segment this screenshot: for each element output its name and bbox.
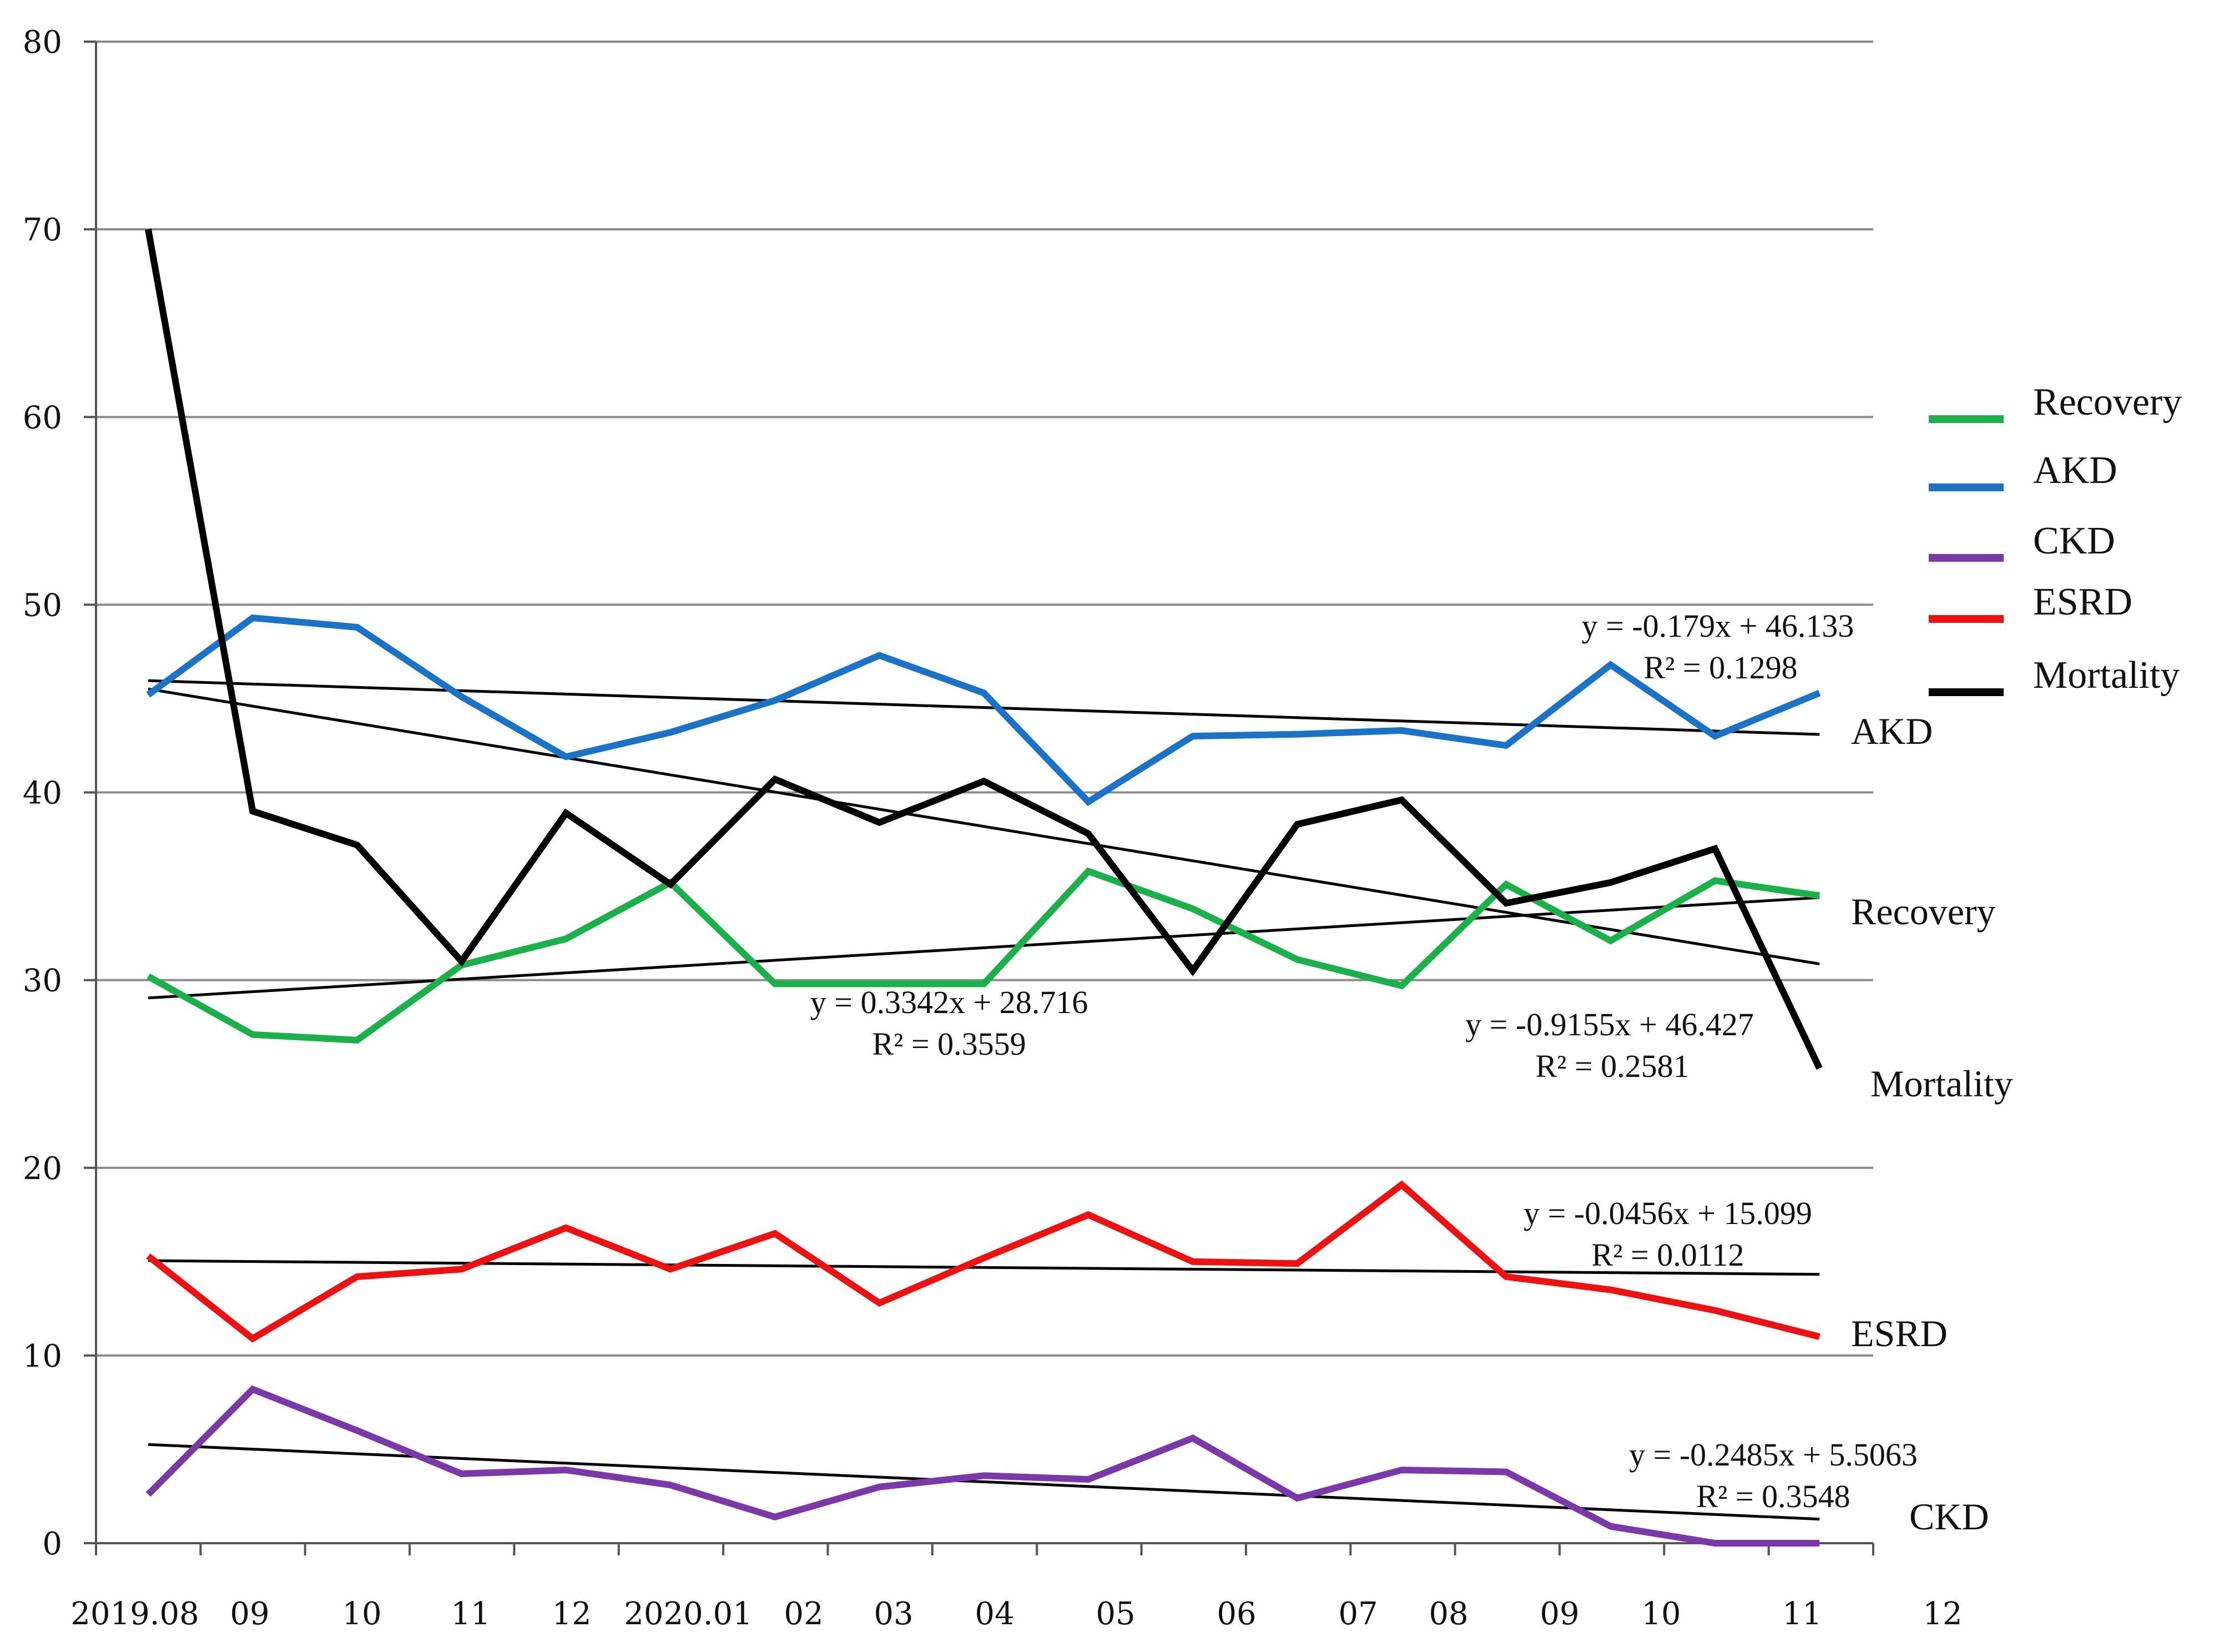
legend: Recovery AKD CKD ESRD Mortality [1929, 381, 2182, 697]
y-tick-label-0: 0 [42, 1526, 62, 1562]
x-axis-ticks: 2019.08 09 10 11 12 2020.01 02 03 04 05 06 07 08 09 10… [70, 1596, 1962, 1632]
axes [84, 41, 1874, 1555]
x-tick-label-15: 11 [1782, 1596, 1822, 1632]
legend-label-recovery: Recovery [2033, 381, 2182, 424]
y-tick-label-10: 10 [23, 1338, 62, 1374]
akd-trend-equation: y = -0.179x + 46.133 [1582, 608, 1854, 644]
x-tick-label-12: 08 [1429, 1596, 1468, 1632]
x-tick-label-6: 02 [784, 1596, 823, 1632]
trendlines [148, 679, 1820, 1521]
y-tick-label-30: 30 [23, 963, 62, 999]
ckd-trend-r2: R² = 0.3548 [1696, 1478, 1850, 1514]
recovery-trend-r2: R² = 0.3559 [872, 1026, 1026, 1062]
recovery-end-label: Recovery [1851, 890, 1996, 933]
y-tick-label-40: 40 [23, 775, 62, 812]
x-tick-label-4: 12 [552, 1596, 591, 1632]
y-axis-ticks: 0 10 20 30 40 50 60 70 80 [23, 24, 62, 1562]
y-tick-label-20: 20 [23, 1151, 62, 1187]
series-line-recovery [147, 867, 1820, 1044]
legend-label-esrd: ESRD [2033, 581, 2132, 623]
mortality-trend-equation: y = -0.9155x + 46.427 [1465, 1006, 1754, 1042]
y-tick-label-50: 50 [23, 587, 62, 623]
x-tick-label-9: 05 [1096, 1596, 1135, 1632]
trendline-akd [148, 679, 1820, 736]
mortality-trend-r2: R² = 0.2581 [1535, 1048, 1689, 1084]
x-tick-label-13: 09 [1540, 1596, 1579, 1632]
series-line-mortality [145, 229, 1823, 1070]
esrd-trend-r2: R² = 0.0112 [1591, 1237, 1744, 1273]
x-tick-label-11: 07 [1338, 1596, 1378, 1632]
legend-label-ckd: CKD [2033, 520, 2115, 562]
akd-trend-r2: R² = 0.1298 [1643, 649, 1797, 686]
legend-label-mortality: Mortality [2033, 654, 2180, 697]
gridlines [96, 41, 1873, 1357]
y-tick-label-70: 70 [23, 212, 62, 248]
x-tick-label-1: 09 [230, 1596, 269, 1632]
trendline-esrd [148, 1259, 1820, 1276]
y-tick-label-80: 80 [23, 24, 62, 61]
recovery-trend-equation: y = 0.3342x + 28.716 [810, 984, 1088, 1020]
trendline-recovery [148, 896, 1820, 1000]
y-tick-label-60: 60 [23, 400, 62, 436]
x-tick-label-5: 2020.01 [624, 1596, 753, 1632]
mortality-end-label: Mortality [1870, 1062, 2013, 1105]
x-tick-label-0: 2019.08 [70, 1596, 199, 1632]
x-tick-label-10: 06 [1217, 1596, 1256, 1632]
legend-label-akd: AKD [2033, 449, 2117, 492]
x-tick-label-2: 10 [342, 1596, 381, 1632]
ckd-trend-equation: y = -0.2485x + 5.5063 [1629, 1437, 1918, 1473]
ckd-end-label: CKD [1909, 1495, 1989, 1538]
annotations: y = -0.179x + 46.133 R² = 0.1298 y = 0.3… [810, 608, 2013, 1538]
x-tick-label-16: 12 [1923, 1596, 1962, 1632]
x-tick-label-14: 10 [1641, 1596, 1681, 1632]
x-tick-label-8: 04 [975, 1596, 1014, 1632]
x-tick-label-3: 11 [451, 1596, 490, 1632]
esrd-trend-equation: y = -0.0456x + 15.099 [1524, 1195, 1812, 1231]
series-line-ckd [145, 1385, 1820, 1547]
series-lines [145, 229, 1823, 1547]
x-tick-label-7: 03 [874, 1596, 913, 1632]
trendline-mortality [148, 687, 1820, 965]
series-line-akd [146, 614, 1821, 807]
esrd-end-label: ESRD [1851, 1312, 1948, 1354]
akd-end-label: AKD [1851, 710, 1933, 752]
series-line-esrd [146, 1180, 1820, 1343]
